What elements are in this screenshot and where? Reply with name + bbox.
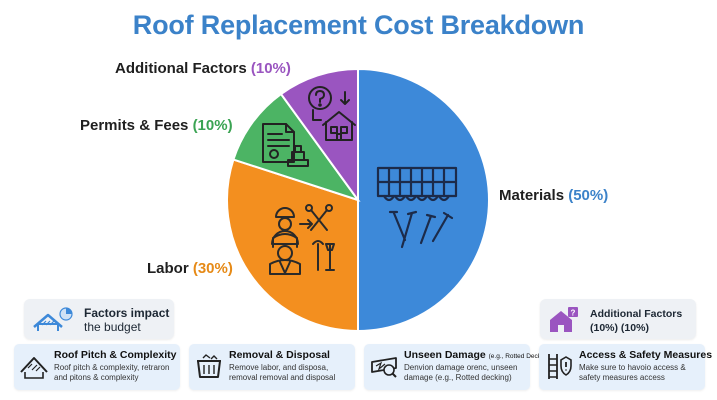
house-question-icon: ? xyxy=(550,307,578,332)
slice-label-materials: Materials (50%) xyxy=(499,187,608,204)
ladder-safety-icon xyxy=(548,354,572,379)
card-title: Removal & Disposal xyxy=(229,349,330,361)
card-title-note: (e.g., Rotted Decking) xyxy=(488,353,552,360)
slice-percent: (10%) xyxy=(192,117,233,134)
additional-factors-box: ? Additional Factors (10%) (10%) xyxy=(540,299,696,339)
pie-slice-labor xyxy=(226,158,359,333)
chart-title: Roof Replacement Cost Breakdown xyxy=(132,10,585,40)
card-body: Remove labor, and disposa, removal remov… xyxy=(229,363,336,382)
card-unseen-damage: Unseen Damage (e.g., Rotted Decking) Den… xyxy=(364,344,552,390)
card-title-text: Unseen Damage xyxy=(404,349,486,361)
steep-roof-icon xyxy=(20,357,48,379)
card-title: Unseen Damage (e.g., Rotted Decking) xyxy=(404,349,552,361)
factors-impact-heading: Factors impact xyxy=(84,306,170,320)
shingles-and-nails-icon xyxy=(376,166,458,249)
slice-percent: (10%) xyxy=(250,60,291,77)
card-roof-pitch: Roof Pitch & Complexity Roof pitch & com… xyxy=(14,344,180,390)
pie-slice-additional xyxy=(279,67,359,204)
svg-text:?: ? xyxy=(571,309,576,318)
question-house-icon xyxy=(308,86,356,141)
card-body: Denvion damage orenc, unseen damage (e.g… xyxy=(404,363,518,382)
slice-name: Additional Factors xyxy=(115,60,247,77)
card-title: Access & Safety Measures xyxy=(579,349,713,361)
slice-label-permits: Permits & Fees (10%) xyxy=(80,117,233,134)
factors-impact-box: Factors impact the budget xyxy=(24,299,174,339)
card-body: Make sure to havoio access & safety meas… xyxy=(579,363,686,382)
permit-document-stamp-icon xyxy=(262,123,309,167)
card-access-safety: Access & Safety Measures Make sure to ha… xyxy=(539,344,713,390)
slice-name: Permits & Fees xyxy=(80,117,189,134)
slice-percent: (50%) xyxy=(568,187,609,204)
slice-name: Labor xyxy=(147,260,189,277)
factors-impact-subtext: the budget xyxy=(84,320,141,334)
roof-chart-icon xyxy=(33,307,73,331)
additional-factors-heading: Additional Factors xyxy=(590,308,683,320)
slice-label-additional: Additional Factors (10%) xyxy=(115,60,291,77)
damaged-wood-icon xyxy=(371,357,397,378)
card-title: Roof Pitch & Complexity xyxy=(54,349,177,361)
slice-label-labor: Labor (30%) xyxy=(147,260,233,277)
workers-and-tools-icon xyxy=(269,204,335,275)
slice-percent: (30%) xyxy=(192,260,233,277)
card-removal-disposal: Removal & Disposal Remove labor, and dis… xyxy=(189,344,355,390)
dumpster-icon xyxy=(197,354,221,378)
slice-name: Materials xyxy=(499,187,565,204)
additional-factors-subtext: (10%) (10%) xyxy=(590,322,649,334)
card-body: Roof pitch & complexity, retraron and pi… xyxy=(54,363,170,382)
